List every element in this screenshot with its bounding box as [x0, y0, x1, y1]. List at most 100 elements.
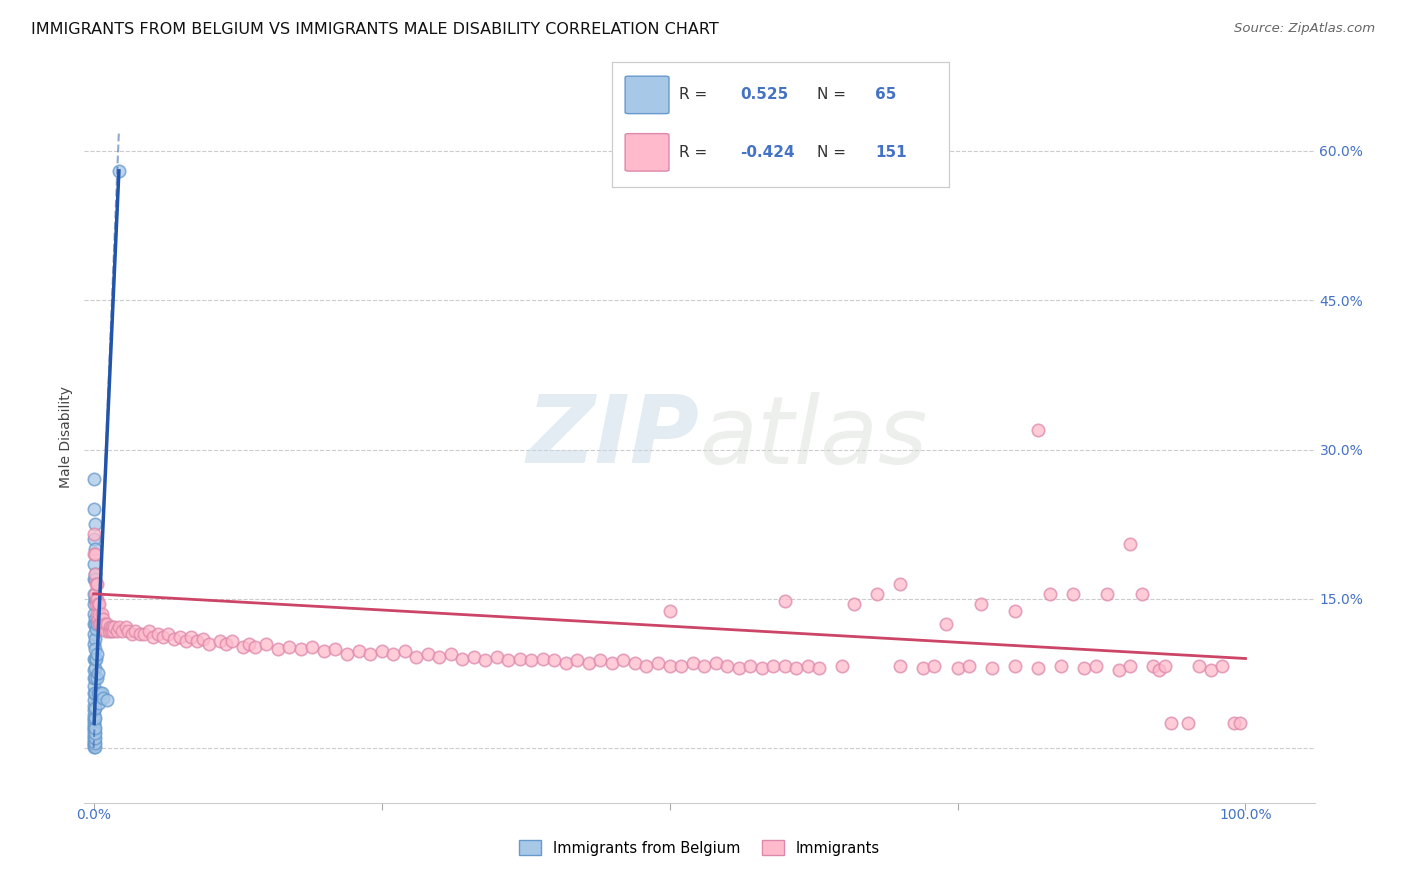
- Point: [1050, 659, 1073, 673]
- Point: [83, 693, 105, 707]
- Point: [83, 708, 105, 723]
- Point: [91, 622, 114, 636]
- Point: [831, 659, 853, 673]
- Point: [87, 666, 110, 681]
- Point: [108, 164, 131, 178]
- Point: [101, 620, 124, 634]
- Text: N =: N =: [817, 145, 851, 160]
- Point: [981, 661, 1004, 675]
- Point: [86, 591, 108, 606]
- Text: R =: R =: [679, 145, 713, 160]
- Point: [89, 607, 111, 621]
- Point: [785, 661, 807, 675]
- Point: [83, 740, 105, 755]
- Point: [1177, 716, 1199, 731]
- Point: [612, 653, 634, 667]
- Text: IMMIGRANTS FROM BELGIUM VS IMMIGRANTS MALE DISABILITY CORRELATION CHART: IMMIGRANTS FROM BELGIUM VS IMMIGRANTS MA…: [31, 22, 718, 37]
- Text: ZIP: ZIP: [527, 391, 700, 483]
- Point: [1119, 537, 1142, 551]
- Point: [889, 577, 911, 591]
- Point: [924, 659, 946, 673]
- Point: [1142, 659, 1164, 673]
- Point: [83, 591, 105, 606]
- Point: [1084, 659, 1107, 673]
- Point: [84, 641, 107, 656]
- Point: [911, 661, 934, 675]
- Point: [134, 626, 156, 640]
- Point: [567, 653, 589, 667]
- Point: [83, 723, 105, 738]
- Point: [394, 643, 416, 657]
- Point: [301, 640, 323, 654]
- Point: [509, 651, 531, 665]
- Point: [83, 532, 105, 546]
- Point: [114, 620, 136, 634]
- Point: [83, 632, 105, 646]
- Point: [89, 597, 111, 611]
- Point: [86, 616, 108, 631]
- Point: [83, 738, 105, 752]
- Point: [957, 659, 980, 673]
- Point: [86, 607, 108, 621]
- Point: [111, 624, 134, 638]
- Point: [103, 620, 125, 634]
- Point: [773, 594, 796, 608]
- Point: [87, 597, 110, 611]
- Point: [83, 636, 105, 650]
- Text: N =: N =: [817, 87, 851, 103]
- Point: [267, 641, 290, 656]
- Point: [889, 659, 911, 673]
- Point: [83, 711, 105, 725]
- Point: [91, 612, 114, 626]
- Point: [83, 672, 105, 686]
- Point: [808, 661, 831, 675]
- Point: [84, 616, 107, 631]
- Point: [1160, 716, 1182, 731]
- Point: [83, 607, 105, 621]
- Point: [121, 626, 143, 640]
- Point: [83, 612, 105, 626]
- Point: [1097, 587, 1119, 601]
- Point: [142, 630, 165, 644]
- Point: [83, 547, 105, 561]
- Point: [83, 736, 105, 750]
- Point: [117, 624, 139, 638]
- Point: [254, 636, 277, 650]
- Point: [83, 651, 105, 665]
- Point: [682, 657, 704, 671]
- Point: [87, 686, 110, 700]
- Point: [290, 641, 312, 656]
- Point: [797, 659, 820, 673]
- Point: [90, 607, 112, 621]
- Point: [382, 647, 405, 661]
- Point: [221, 633, 243, 648]
- Point: [86, 672, 108, 686]
- Point: [83, 572, 105, 586]
- Point: [174, 633, 197, 648]
- Point: [209, 633, 232, 648]
- Text: 0.0%: 0.0%: [76, 808, 111, 822]
- Y-axis label: Male Disability: Male Disability: [59, 386, 73, 488]
- Point: [86, 647, 108, 661]
- Point: [773, 659, 796, 673]
- Point: [83, 527, 105, 541]
- Point: [83, 734, 105, 748]
- Text: 0.525: 0.525: [740, 87, 789, 103]
- Point: [84, 661, 107, 675]
- Point: [83, 679, 105, 693]
- Point: [1004, 659, 1026, 673]
- Point: [520, 653, 543, 667]
- Point: [84, 597, 107, 611]
- Point: [191, 632, 214, 646]
- Point: [1199, 664, 1222, 678]
- Text: Source: ZipAtlas.com: Source: ZipAtlas.com: [1234, 22, 1375, 36]
- Point: [83, 721, 105, 735]
- Point: [232, 640, 254, 654]
- Point: [243, 640, 266, 654]
- Point: [84, 651, 107, 665]
- Point: [97, 624, 120, 638]
- Text: -0.424: -0.424: [740, 145, 794, 160]
- Point: [84, 577, 107, 591]
- Point: [1211, 659, 1233, 673]
- Point: [1108, 664, 1130, 678]
